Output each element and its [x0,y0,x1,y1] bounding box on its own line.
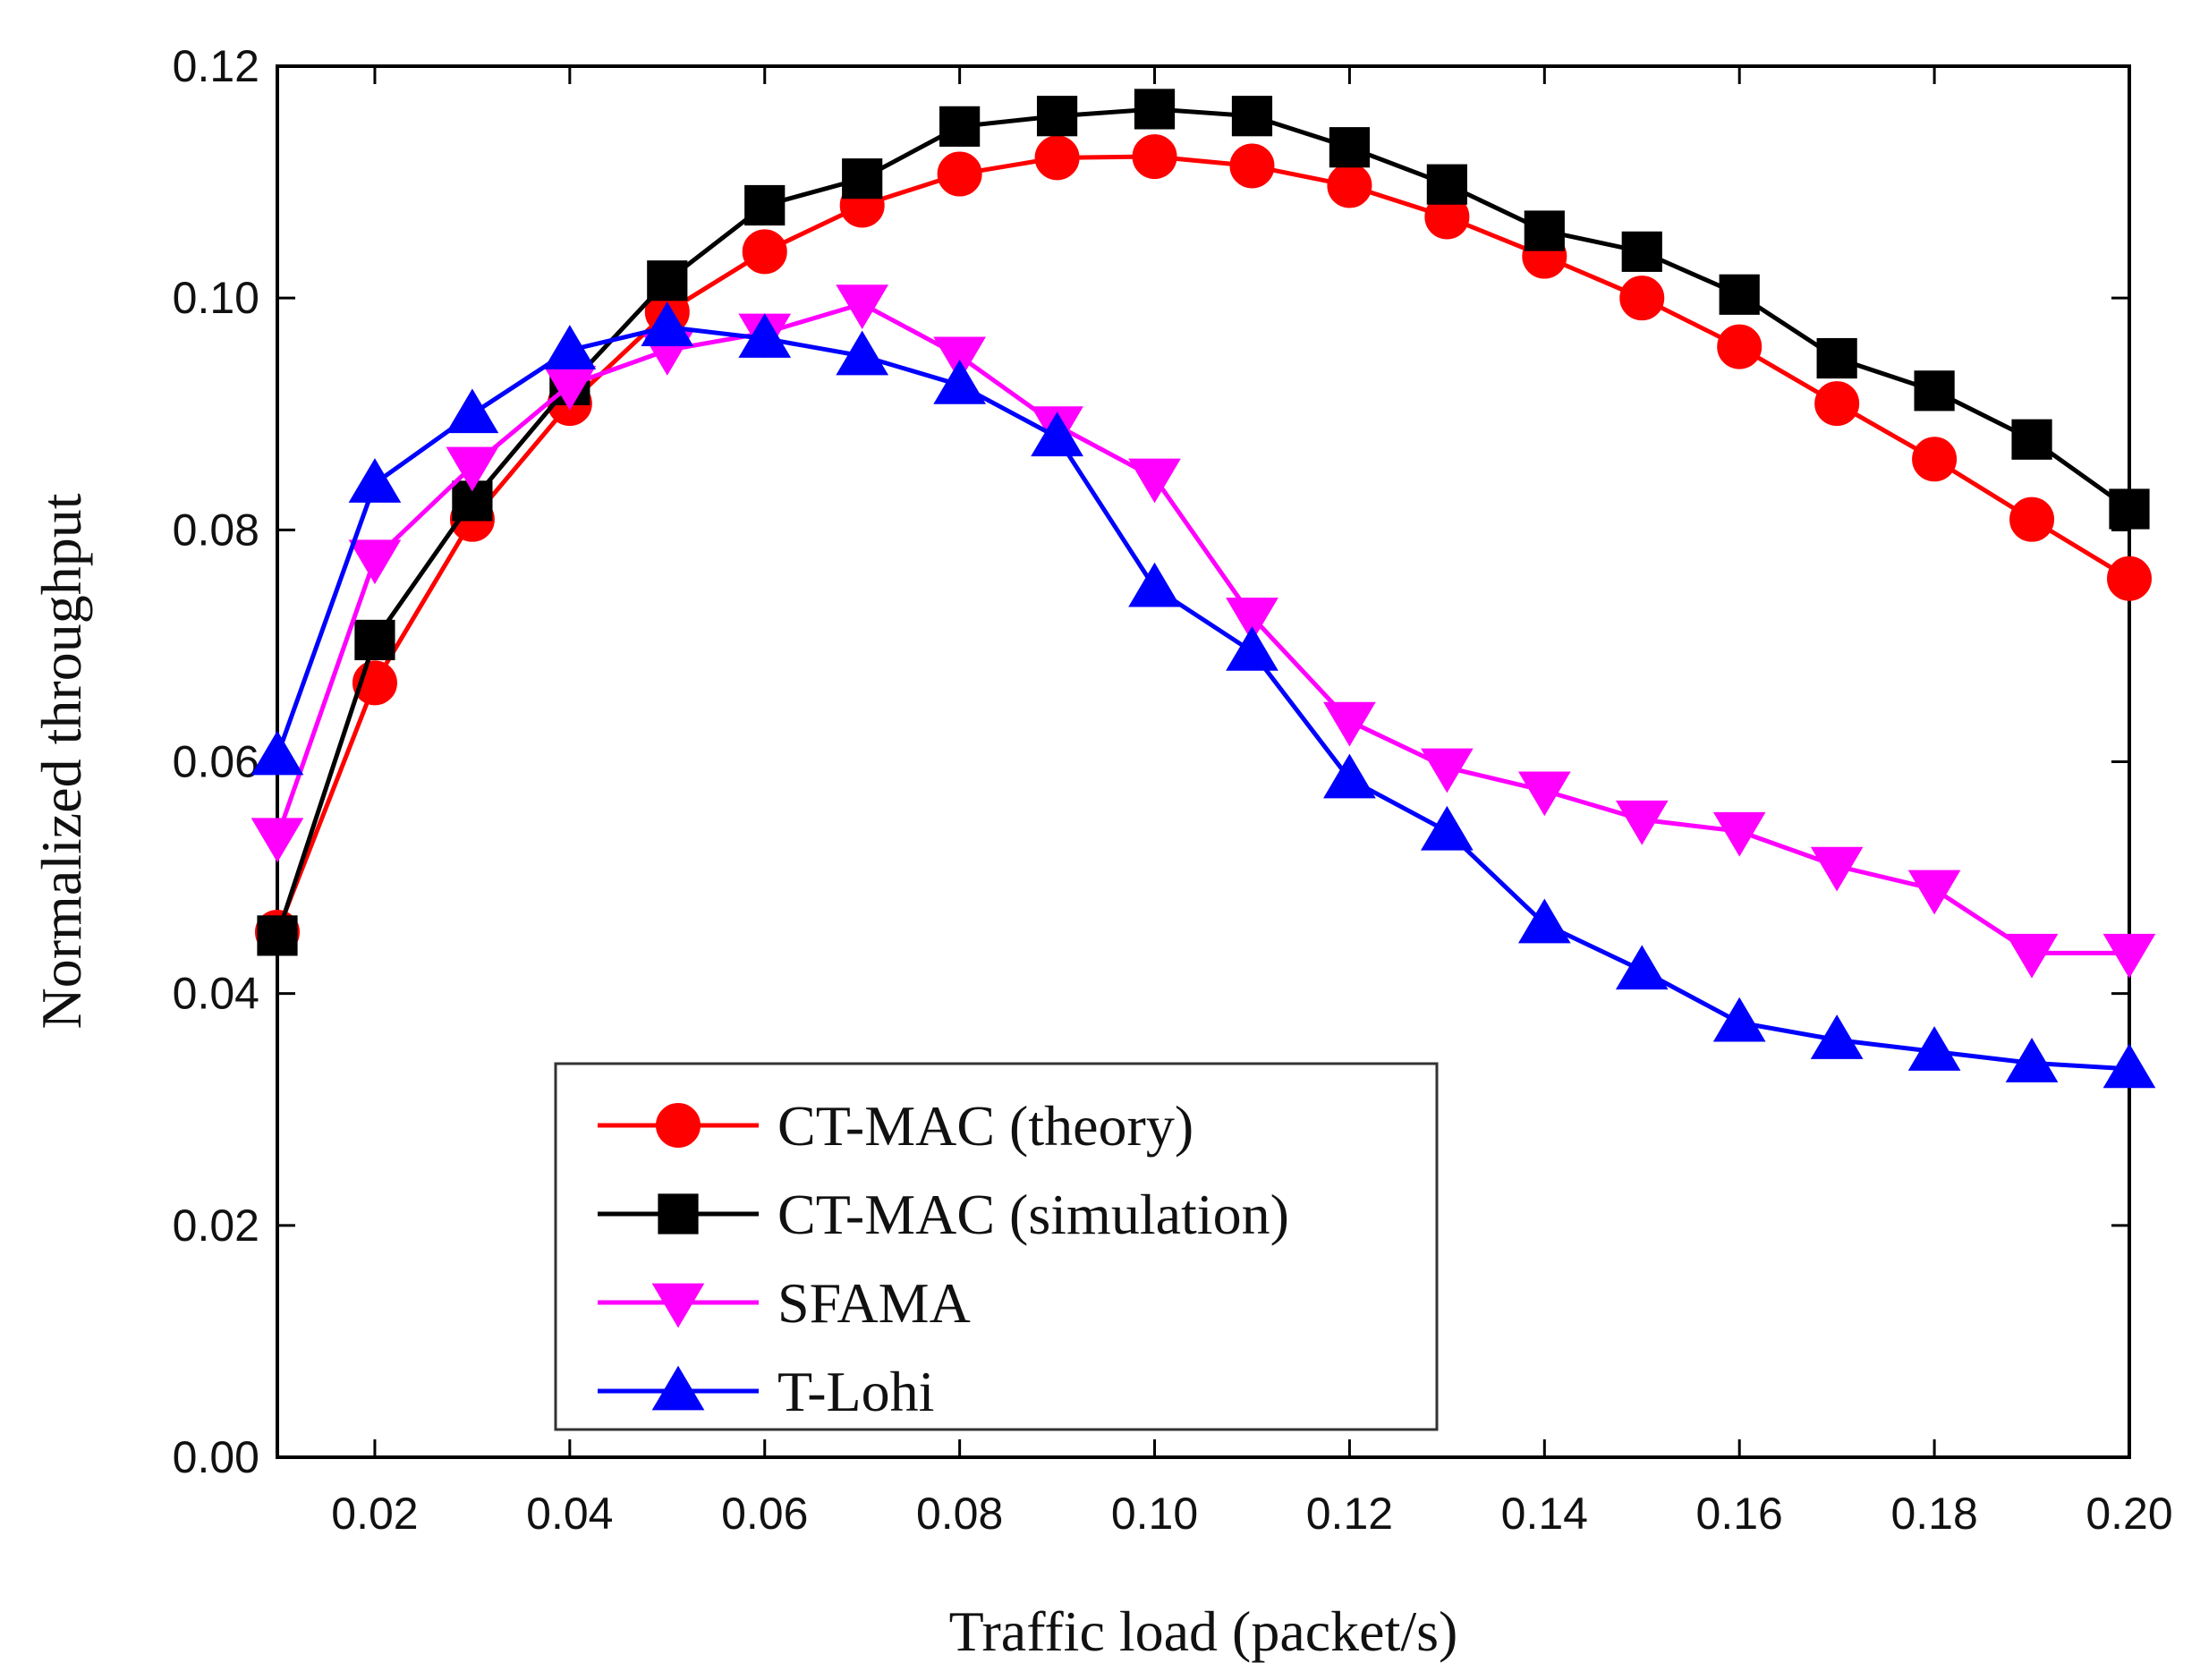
x-tick-label: 0.12 [1306,1489,1393,1539]
x-tick-label: 0.20 [2085,1489,2172,1539]
marker [2011,419,2052,460]
marker [1036,96,1078,137]
marker [1128,458,1181,504]
marker [647,260,688,301]
marker [1128,562,1181,607]
marker [354,619,395,661]
marker [1031,412,1083,457]
marker [651,1365,705,1411]
y-tick-label: 0.04 [173,969,259,1019]
y-tick-label: 0.00 [173,1432,259,1482]
marker [251,730,304,776]
marker [1323,701,1376,747]
marker [1619,276,1665,321]
marker [1717,324,1763,369]
marker [744,184,786,226]
marker [1814,381,1860,427]
marker [2109,488,2150,530]
marker [1615,800,1669,845]
marker [658,1193,699,1235]
marker [1712,811,1766,857]
legend-label: CT-MAC (simulation) [777,1183,1289,1246]
y-tick-label: 0.12 [173,41,259,91]
marker [1810,1014,1864,1059]
marker [1034,135,1080,181]
marker [446,446,499,492]
marker [257,915,298,956]
x-tick-label: 0.06 [721,1489,808,1539]
x-tick-label: 0.18 [1890,1489,1977,1539]
y-tick-label: 0.10 [173,273,259,323]
marker [1524,210,1565,251]
marker [836,284,889,330]
marker [2005,1038,2059,1082]
marker [842,158,883,199]
marker [348,539,402,585]
series-line [275,325,2130,1072]
marker [1226,598,1278,642]
legend-label: CT-MAC (theory) [777,1094,1193,1158]
marker [1134,89,1176,130]
marker [836,330,889,376]
marker [1517,898,1571,944]
marker [348,458,402,503]
marker [937,151,982,197]
marker [1912,437,1958,482]
marker [933,336,986,382]
legend-label: SFAMA [777,1271,971,1335]
marker [738,313,792,358]
x-tick-label: 0.10 [1111,1489,1198,1539]
x-tick-label: 0.16 [1696,1489,1783,1539]
marker [446,388,499,434]
marker [1517,771,1571,817]
marker [656,1103,701,1148]
marker [1621,231,1662,272]
x-tick-label: 0.08 [916,1489,1003,1539]
marker [1229,143,1275,189]
y-axis-title: Normalized throughput [30,493,93,1029]
marker [1712,997,1766,1042]
marker [1231,96,1273,137]
x-tick-label: 0.14 [1501,1489,1588,1539]
marker [1907,1026,1961,1071]
y-tick-label: 0.02 [173,1201,259,1251]
marker [1914,370,1955,412]
marker [1226,626,1278,671]
marker [1327,163,1372,208]
marker [1421,748,1474,793]
marker [641,301,694,346]
x-tick-label: 0.04 [526,1489,613,1539]
y-tick-label: 0.08 [173,505,259,555]
marker [1426,164,1467,205]
marker [939,106,981,147]
marker [1132,134,1177,180]
marker [1329,127,1371,168]
marker [1810,846,1864,892]
y-tick-label: 0.06 [173,737,259,787]
marker [2005,933,2059,979]
marker [1816,337,1857,379]
marker [2107,556,2152,601]
marker [933,359,986,404]
marker [1907,870,1961,915]
marker [1615,945,1669,990]
marker [2009,496,2055,542]
marker [651,1283,705,1328]
series-line [275,106,2131,937]
x-axis-title: Traffic load (packet/s) [949,1599,1458,1663]
legend-label: T-Lohi [777,1360,934,1423]
marker [1421,805,1474,851]
marker [543,325,597,369]
marker [2102,933,2156,979]
marker [2102,1043,2156,1089]
marker [1719,274,1760,315]
x-tick-label: 0.02 [331,1489,418,1539]
marker [1323,753,1376,799]
marker [251,818,304,863]
marker [742,229,787,275]
